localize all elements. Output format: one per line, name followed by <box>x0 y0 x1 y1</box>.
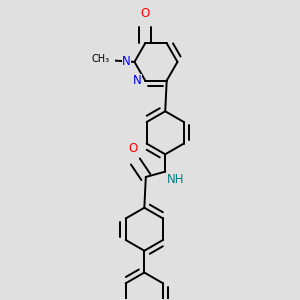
Text: N: N <box>133 74 142 87</box>
Text: O: O <box>141 7 150 20</box>
Text: O: O <box>128 142 138 155</box>
Text: NH: NH <box>167 173 184 186</box>
Text: CH₃: CH₃ <box>92 54 110 64</box>
Text: N: N <box>122 56 131 68</box>
